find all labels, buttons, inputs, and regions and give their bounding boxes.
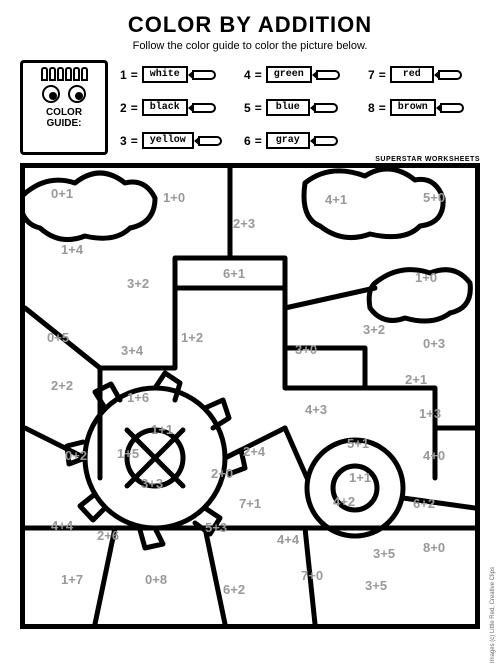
watermark: SUPERSTAR WORKSHEETS <box>375 156 480 163</box>
equation-label: 5+3 <box>205 520 227 535</box>
page-subtitle: Follow the color guide to color the pict… <box>20 40 480 52</box>
equation-label: 0+3 <box>423 336 445 351</box>
equation-label: 6+1 <box>223 266 245 281</box>
equation-label: 0+8 <box>145 572 167 587</box>
equation-label: 1+4 <box>61 242 83 257</box>
equation-label: 3+3 <box>141 476 163 491</box>
equation-label: 6+2 <box>223 582 245 597</box>
equation-label: 4+4 <box>277 532 299 547</box>
legend-item: 5=blue <box>244 99 356 116</box>
equation-label: 1+2 <box>181 330 203 345</box>
equation-label: 1+6 <box>127 390 149 405</box>
equation-label: 3+0 <box>295 342 317 357</box>
equation-label: 8+0 <box>423 540 445 555</box>
crayon-icon <box>314 103 338 113</box>
color-guide-box: COLORGUIDE: <box>20 60 108 155</box>
legend-item: 3=yellow <box>120 132 232 149</box>
equation-label: 6+2 <box>413 496 435 511</box>
crayon-icon <box>316 70 340 80</box>
equation-label: 2+1 <box>405 372 427 387</box>
equation-label: 3+2 <box>127 276 149 291</box>
equation-label: 2+4 <box>243 444 265 459</box>
equation-label: 2+2 <box>51 378 73 393</box>
equation-label: 4+4 <box>51 518 73 533</box>
crayon-icon <box>314 136 338 146</box>
equation-label: 4+2 <box>333 494 355 509</box>
legend-item: 7=red <box>368 66 480 83</box>
equation-label: 1+0 <box>163 190 185 205</box>
equation-label: 0+2 <box>65 448 87 463</box>
guide-label: COLORGUIDE: <box>46 107 82 129</box>
crayon-icon <box>438 70 462 80</box>
equation-label: 5+0 <box>423 190 445 205</box>
legend-item: 2=black <box>120 99 232 116</box>
equation-label: 3+2 <box>363 322 385 337</box>
equation-label: 4+0 <box>423 448 445 463</box>
coloring-canvas: 0+1 1+0 4+1 5+0 2+3 1+4 3+2 6+1 1+0 0+5 1+2 3+4 3+0 3… <box>20 163 480 629</box>
equation-label: 7+0 <box>301 568 323 583</box>
crayon-icon <box>440 103 464 113</box>
equation-label: 2+0 <box>211 466 233 481</box>
equation-label: 0+1 <box>51 186 73 201</box>
equation-label: 7+1 <box>239 496 261 511</box>
equation-label: 2+3 <box>233 216 255 231</box>
equation-label: 1+1 <box>349 470 371 485</box>
line-art <box>25 168 475 624</box>
equation-label: 3+4 <box>121 343 143 358</box>
crayon-icon <box>192 103 216 113</box>
equation-label: 1+7 <box>61 572 83 587</box>
equation-label: 5+1 <box>347 436 369 451</box>
legend-item: 8=brown <box>368 99 480 116</box>
crayon-icon <box>192 70 216 80</box>
equation-label: 0+5 <box>47 330 69 345</box>
equation-label: 3+5 <box>373 546 395 561</box>
legend-item: 1=white <box>120 66 232 83</box>
equation-label: 1+0 <box>415 270 437 285</box>
equation-label: 2+6 <box>97 528 119 543</box>
equation-label: 1+5 <box>117 446 139 461</box>
equation-label: 3+5 <box>365 578 387 593</box>
legend-item: 6=gray <box>244 132 356 149</box>
crayon-box-icon <box>41 67 88 81</box>
equation-label: 1+1 <box>151 422 173 437</box>
equation-label: 1+3 <box>419 406 441 421</box>
legend-item: 4=green <box>244 66 356 83</box>
page-title: COLOR BY ADDITION <box>20 12 480 38</box>
color-legend: 1=white 4=green 7=red 2=black 5=blue 8=brown 3… <box>120 60 480 155</box>
side-credit: Images (c) Little Red, Creative Clips <box>490 567 496 663</box>
crayon-icon <box>198 136 222 146</box>
equation-label: 4+1 <box>325 192 347 207</box>
equation-label: 4+3 <box>305 402 327 417</box>
eyes-icon <box>42 85 86 103</box>
